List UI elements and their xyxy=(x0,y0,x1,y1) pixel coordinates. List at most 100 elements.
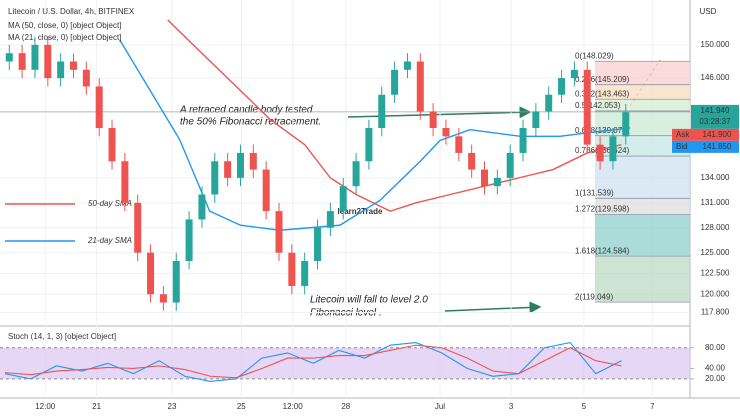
candle-body xyxy=(429,111,437,129)
candle-body xyxy=(185,219,193,261)
y-tick-label: 134.000 xyxy=(701,173,730,182)
fib-label: 0.618(139.074) xyxy=(575,126,630,135)
quote-name: Ask xyxy=(676,130,690,139)
candle-body xyxy=(31,44,39,70)
candle-body xyxy=(609,136,617,162)
candle-body xyxy=(365,128,373,162)
candle-body xyxy=(339,186,347,212)
y-tick-label: 146.000 xyxy=(701,73,730,82)
last-price: 141.940 xyxy=(701,106,730,115)
candle-body xyxy=(468,152,476,170)
series-label: 50-day SMA xyxy=(88,199,132,208)
candle-body xyxy=(275,211,283,253)
candle-body xyxy=(442,128,450,137)
candle-body xyxy=(532,111,540,129)
candle-body xyxy=(159,294,167,303)
candle-body xyxy=(95,86,103,129)
candle-body xyxy=(121,161,129,203)
quote-tag xyxy=(672,128,739,141)
candle-body xyxy=(519,128,527,153)
candle-body xyxy=(57,61,65,79)
x-tick-label: 23 xyxy=(168,402,177,411)
y-tick-label: 120.000 xyxy=(701,289,730,298)
price-tag xyxy=(691,104,739,129)
fib-zone xyxy=(595,84,690,100)
x-tick-label: 7 xyxy=(650,402,655,411)
candle-body xyxy=(378,94,386,129)
candle-body xyxy=(481,169,488,187)
fib-zone xyxy=(595,156,690,199)
fib-label: 0.236(145.209) xyxy=(575,75,630,84)
candle-body xyxy=(352,161,360,187)
moving-average xyxy=(167,19,622,212)
stoch-band xyxy=(0,347,690,379)
x-tick-label: 3 xyxy=(509,402,514,411)
candle-body xyxy=(224,161,232,178)
candle-body xyxy=(236,152,244,178)
candle-body xyxy=(198,194,206,220)
fib-zone xyxy=(595,61,690,85)
candle-body xyxy=(134,202,142,253)
x-tick-label: 28 xyxy=(341,402,350,411)
watermark: learn2Trade xyxy=(338,207,383,216)
stoch-line xyxy=(4,344,622,379)
candle-body xyxy=(570,69,578,79)
annotation: A retraced candle body tested xyxy=(179,105,313,116)
candle-body xyxy=(391,69,399,95)
fib-label: 1.272(129.598) xyxy=(575,205,630,214)
candle-body xyxy=(82,69,90,87)
candle-body xyxy=(5,53,13,62)
legend-entry: MA (21, close, 0) [object Object] xyxy=(8,33,121,42)
candle-body xyxy=(18,53,26,70)
arrow xyxy=(444,301,542,314)
countdown: 03:28:37 xyxy=(699,117,731,126)
y-tick-label: 128.000 xyxy=(701,223,730,232)
candle-body xyxy=(211,161,219,195)
candle-body xyxy=(493,177,501,187)
candle-body xyxy=(403,61,411,70)
x-tick-label: 12:00 xyxy=(283,402,304,411)
x-tick-label: 12:00 xyxy=(35,402,56,411)
fib-label: 2(119.049) xyxy=(575,292,613,301)
fib-label: 1.618(124.584) xyxy=(575,246,630,255)
candle-body xyxy=(583,69,591,145)
fib-zone xyxy=(595,99,690,111)
quote-name: Bid xyxy=(676,142,688,151)
candle-body xyxy=(506,152,514,178)
y-tick-label: 131.000 xyxy=(701,198,730,207)
y-tick-label: 20.00 xyxy=(705,374,726,383)
candle-body xyxy=(147,252,155,295)
candle-body xyxy=(108,128,116,162)
candle-body xyxy=(249,152,257,170)
y-tick-label: 150.000 xyxy=(701,40,730,49)
y-tick-label: 125.000 xyxy=(701,248,730,257)
candle-body xyxy=(288,252,296,286)
candle-body xyxy=(262,169,270,212)
candle-body xyxy=(596,144,604,162)
fib-label: 0.382(143.463) xyxy=(575,89,630,98)
candle-body xyxy=(301,260,309,286)
candle-body xyxy=(314,227,322,261)
series-label: 21-day SMA xyxy=(87,236,132,245)
candle-body xyxy=(416,61,424,112)
candle-body xyxy=(622,112,630,137)
fib-label: 0(148.029) xyxy=(575,51,614,60)
stoch-title: Stoch (14, 1, 3) [object Object] xyxy=(8,332,116,341)
fib-zone xyxy=(595,214,690,257)
candle-body xyxy=(455,136,463,153)
legend-entry: MA (50, close, 0) [object Object] xyxy=(8,21,121,30)
moving-average xyxy=(119,39,631,231)
annotation: Litecoin will fall to level 2.0 xyxy=(310,295,428,306)
fib-zone xyxy=(595,256,690,303)
candle-body xyxy=(545,94,553,112)
candle-body xyxy=(558,78,566,95)
x-tick-label: 25 xyxy=(237,402,246,411)
fib-label: 1(131.539) xyxy=(575,188,614,197)
y-tick-label: 122.500 xyxy=(701,269,730,278)
quote-value: 141.850 xyxy=(703,142,732,151)
x-tick-label: Jul xyxy=(435,402,445,411)
currency: USD xyxy=(700,7,717,16)
fib-zone xyxy=(595,135,690,157)
annotation: the 50% Fibonacci retracement. xyxy=(180,117,321,128)
